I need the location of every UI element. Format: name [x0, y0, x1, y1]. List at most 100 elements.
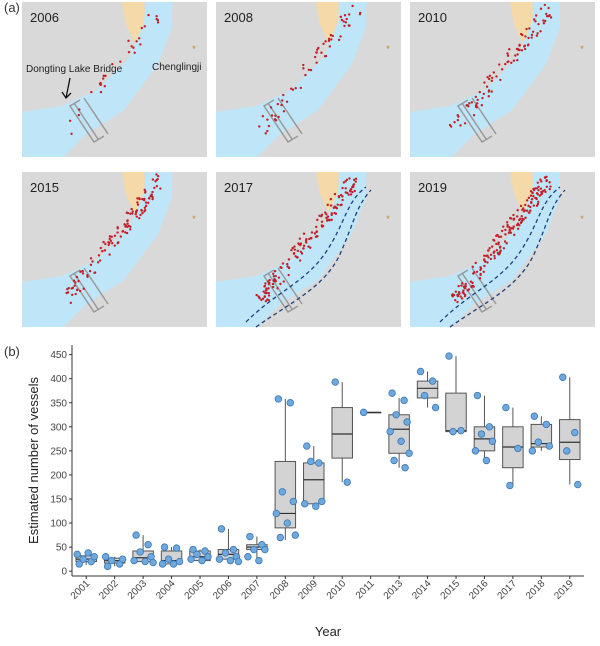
vessel-dot [155, 184, 159, 188]
vessel-dot [149, 194, 152, 198]
vessel-dot [119, 60, 122, 63]
x-tick-label: 2015 [439, 578, 463, 602]
data-point [416, 367, 425, 376]
vessel-dot [298, 259, 302, 262]
vessel-dot [260, 298, 263, 302]
vessel-dot [151, 197, 154, 201]
vessel-dot [459, 295, 462, 298]
vessel-dot [520, 215, 523, 218]
vessel-dot [540, 192, 544, 195]
data-point [397, 437, 405, 445]
vessel-dot [462, 289, 465, 292]
vessel-dot [323, 54, 327, 58]
vessel-dot [282, 110, 286, 113]
vessel-dot [542, 22, 546, 25]
vessel-dot [539, 30, 542, 33]
vessel-dot [505, 221, 509, 224]
vessel-dot [113, 234, 117, 238]
vessel-dot [518, 43, 521, 47]
panel-year: 2008 [224, 10, 253, 25]
vessel-dot [291, 246, 294, 250]
vessel-dot [534, 187, 537, 190]
vessel-dot [290, 87, 293, 90]
vessel-dot [502, 225, 505, 228]
vessel-dot [499, 78, 502, 82]
vessel-dot [279, 282, 282, 286]
vessel-dot [143, 206, 147, 209]
vessel-dot [148, 197, 151, 200]
vessel-dot [483, 264, 486, 268]
vessel-dot [258, 125, 261, 128]
vessel-dot [144, 204, 148, 208]
vessel-dot [258, 297, 261, 300]
vessel-dot [135, 40, 138, 43]
vessel-dot [274, 274, 277, 278]
vessel-dot [156, 21, 160, 24]
vessel-dot [264, 289, 268, 292]
vessel-dot [516, 53, 519, 56]
vessel-dot [487, 95, 490, 98]
vessel-dot [262, 290, 265, 293]
vessel-dot [86, 274, 89, 277]
vessel-dot [337, 195, 341, 199]
data-point [301, 500, 309, 508]
vessel-dot [139, 213, 142, 217]
vessel-dot [358, 13, 362, 16]
vessel-dot [315, 235, 319, 238]
vessel-dot [480, 104, 484, 107]
vessel-dot [548, 187, 551, 191]
vessel-dot [523, 45, 526, 48]
vessel-dot [153, 186, 156, 190]
vessel-dot [267, 124, 271, 128]
vessel-dot [486, 261, 489, 264]
vessel-dot [327, 37, 331, 41]
vessel-dot [155, 14, 158, 18]
vessel-dot [329, 204, 333, 207]
bridge-label: Dongting Lake Bridge [26, 64, 123, 75]
vessel-dot [488, 246, 491, 250]
vessel-dot [536, 181, 540, 184]
vessel-dot [463, 293, 467, 296]
x-tick-label: 2017 [495, 578, 519, 602]
vessel-dot [545, 15, 549, 18]
vessel-dot [497, 252, 500, 256]
vessel-dot [483, 254, 486, 257]
data-point [388, 389, 396, 397]
vessel-dot [351, 190, 354, 194]
data-point [563, 447, 571, 455]
panel-year: 2006 [30, 10, 59, 25]
vessel-dot [141, 211, 144, 215]
vessel-dot [512, 213, 515, 217]
data-point [542, 420, 551, 429]
vessel-dot [522, 207, 525, 210]
vessel-dot [108, 237, 111, 241]
vessel-dot [333, 211, 336, 215]
data-point [90, 553, 98, 561]
vessel-dot [466, 289, 469, 292]
vessel-dot [500, 68, 504, 71]
vessel-dot [305, 237, 308, 241]
arrow [61, 77, 72, 100]
vessel-dot [527, 196, 531, 200]
x-tick-label: 2018 [524, 578, 548, 602]
data-point [307, 457, 315, 466]
vessel-dot [349, 188, 353, 191]
vessel-dot [345, 17, 348, 21]
vessel-dot [296, 256, 299, 259]
vessel-dot [485, 85, 489, 88]
vessel-dot [127, 50, 131, 54]
vessel-dot [298, 237, 302, 240]
data-point [198, 556, 206, 565]
data-point [315, 459, 323, 467]
vessel-dot [529, 209, 532, 212]
vessel-dot [96, 261, 100, 264]
data-point [149, 558, 157, 567]
data-point [84, 549, 92, 557]
vessel-dot [99, 90, 103, 94]
data-point [141, 557, 149, 566]
data-point [401, 464, 409, 472]
vessel-dot [116, 242, 119, 245]
vessel-dot [138, 216, 141, 220]
data-point [343, 478, 351, 486]
data-point [502, 403, 510, 412]
